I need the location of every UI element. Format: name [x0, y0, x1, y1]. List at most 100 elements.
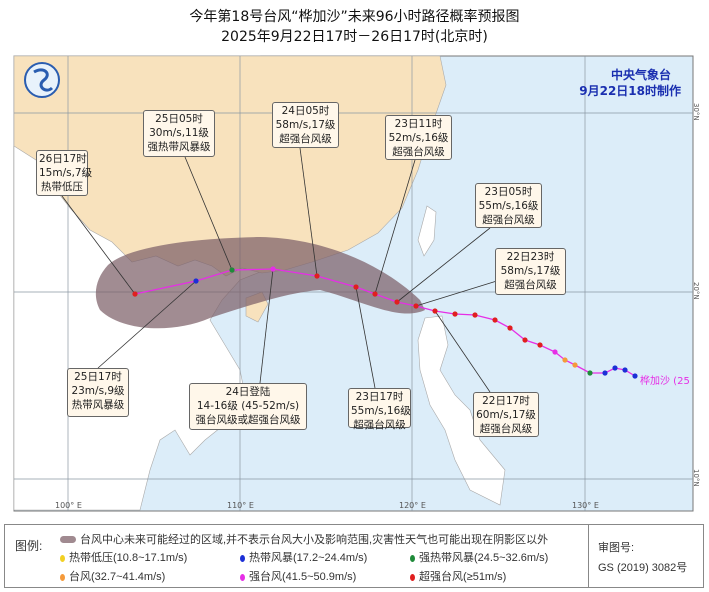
annotation-wind: 60m/s,17级	[476, 409, 536, 421]
forecast-annotation: 23日17时 55m/s,16级 超强台风级	[348, 388, 411, 431]
track-point	[522, 337, 528, 343]
forecast-annotation: 24日05时 58m/s,17级 超强台风级	[272, 102, 339, 148]
annotation-time: 22日23时	[506, 251, 555, 263]
leader-line	[355, 286, 376, 389]
track-points	[132, 266, 638, 379]
track-point	[132, 291, 138, 297]
annotation-grade: 超强台风级	[479, 423, 533, 435]
track-point	[314, 273, 320, 279]
track-point	[472, 312, 478, 318]
track-point	[193, 278, 199, 284]
track-point	[572, 362, 578, 368]
track-point	[372, 291, 378, 297]
annotation-time: 24日登陆	[225, 386, 271, 398]
track-point	[602, 370, 608, 376]
annotation-grade: 热带低压	[41, 181, 83, 193]
legend-item: 强台风(41.5~50.9m/s)	[240, 568, 356, 584]
intensity-dot-icon	[240, 573, 245, 581]
annotation-grade: 超强台风级	[482, 214, 535, 226]
track-point	[622, 367, 628, 373]
annotation-wind: 58m/s,17级	[275, 119, 336, 131]
leader-line	[415, 279, 501, 307]
leader-line	[61, 195, 136, 295]
cma-logo	[24, 62, 60, 98]
intensity-dot-icon	[410, 573, 415, 581]
annotation-wind: 55m/s,16级	[351, 405, 411, 417]
review-number: GS (2019) 3082号	[598, 562, 688, 574]
forecast-annotation: 25日17时 23m/s,9级 热带风暴级	[67, 368, 129, 417]
issue-time: 9月22日18时制作	[579, 84, 681, 98]
leader-line	[259, 268, 274, 384]
forecast-annotation: 23日11时 52m/s,16级 超强台风级	[385, 115, 452, 160]
probability-cone	[95, 237, 426, 329]
annotation-wind: 55m/s,16级	[478, 200, 539, 212]
annotation-grade: 超强台风级	[353, 419, 406, 431]
forecast-annotation: 22日23时 58m/s,17级 超强台风级	[495, 248, 566, 295]
annotation-time: 25日05时	[155, 113, 203, 125]
leader-line	[374, 159, 416, 295]
annotation-time: 23日11时	[394, 118, 443, 130]
track-point	[492, 317, 498, 323]
lon-label: 100° E	[55, 501, 82, 510]
annotation-time: 23日17时	[355, 391, 404, 403]
annotation-wind: 58m/s,17级	[500, 265, 561, 277]
legend: 图例: 台风中心未来可能经过的区域,并不表示台风大小及影响范围,灾害性天气也可能…	[4, 524, 704, 588]
map-canvas	[13, 55, 694, 512]
leader-line	[434, 310, 491, 393]
lon-label: 130° E	[572, 501, 599, 510]
track-point	[507, 325, 513, 331]
annotation-wind: 30m/s,11级	[149, 127, 209, 139]
track-point	[537, 342, 543, 348]
legend-cone: 台风中心未来可能经过的区域,并不表示台风大小及影响范围,灾害性天气也可能出现在阴…	[60, 531, 548, 547]
lat-label: 10°N	[692, 469, 700, 487]
map-title: 今年第18号台风“桦加沙”未来96小时路径概率预报图	[189, 9, 520, 25]
legend-item: 台风(32.7~41.4m/s)	[60, 568, 165, 584]
annotation-grade: 超强台风级	[504, 279, 557, 291]
track-point	[552, 349, 558, 355]
annotation-grade: 超强台风级	[392, 146, 445, 158]
leader-line	[299, 147, 318, 277]
lat-label: 20°N	[692, 282, 700, 300]
track-point	[632, 373, 638, 379]
intensity-dot-icon	[410, 554, 415, 562]
cone-swatch-icon	[60, 536, 76, 543]
forecast-annotation: 26日17时 15m/s,7级 热带低压	[36, 150, 92, 196]
track-point	[229, 267, 235, 273]
typhoon-name-label: 桦加沙 (25	[640, 376, 690, 387]
agency-name: 中央气象台	[610, 68, 671, 82]
track-point	[394, 299, 400, 305]
legend-divider	[588, 525, 589, 587]
track-point	[413, 303, 419, 309]
legend-item: 超强台风(≥51m/s)	[410, 568, 506, 584]
track-point	[452, 311, 458, 317]
annotation-grade: 强台风级或超强台风级	[195, 414, 301, 426]
track-point	[612, 365, 618, 371]
legend-item: 强热带风暴(24.5~32.6m/s)	[410, 549, 548, 565]
annotation-wind: 52m/s,16级	[388, 132, 449, 144]
annotation-wind: 23m/s,9级	[71, 385, 125, 397]
legend-label: 图例:	[15, 539, 43, 553]
annotation-time: 26日17时	[39, 153, 87, 165]
annotation-grade: 热带风暴级	[71, 399, 125, 411]
annotation-time: 22日17时	[482, 395, 530, 407]
track-point	[353, 284, 359, 290]
intensity-dot-icon	[60, 573, 65, 581]
leader-line	[396, 227, 491, 303]
forecast-annotation: 22日17时 60m/s,17级 超强台风级	[473, 392, 539, 437]
forecast-annotation: 25日05时 30m/s,11级 强热带风暴级	[143, 110, 215, 157]
lat-label: 30°N	[692, 103, 700, 121]
track-point	[432, 308, 438, 314]
forecast-annotation: 24日登陆 14-16级 (45-52m/s) 强台风级或超强台风级	[189, 383, 307, 430]
annotation-time: 24日05时	[281, 105, 330, 117]
legend-item: 热带低压(10.8~17.1m/s)	[60, 549, 187, 565]
land-philippines	[417, 315, 506, 506]
annotation-time: 23日05时	[484, 186, 533, 198]
legend-item: 热带风暴(17.2~24.4m/s)	[240, 549, 367, 565]
annotation-wind: 14-16级 (45-52m/s)	[196, 400, 300, 412]
track-point	[562, 357, 568, 363]
leader-lines	[61, 147, 501, 393]
lon-label: 120° E	[399, 501, 426, 510]
forecast-annotation: 23日05时 55m/s,16级 超强台风级	[475, 183, 542, 228]
leader-line	[184, 156, 233, 271]
